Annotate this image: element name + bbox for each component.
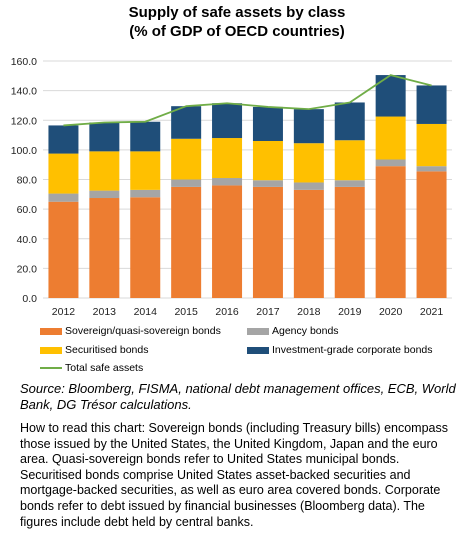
y-tick-label: 140.0 — [11, 86, 37, 98]
bar-segment-securitised — [375, 116, 406, 160]
y-tick-label: 60.0 — [17, 204, 38, 216]
legend-item-total: Total safe assets — [40, 362, 143, 374]
legend-swatch-sovereign — [40, 327, 62, 335]
y-tick-label: 40.0 — [17, 234, 38, 246]
legend-label-agency: Agency bonds — [272, 325, 339, 337]
legend-item-corporate: Investment-grade corporate bonds — [247, 344, 433, 356]
legend-item-sovereign: Sovereign/quasi-sovereign bonds — [40, 325, 221, 337]
bar-segment-sovereign — [252, 186, 283, 298]
bar-segment-corporate — [293, 109, 324, 144]
y-tick-label: 80.0 — [17, 175, 38, 187]
bar-segment-sovereign — [416, 171, 447, 298]
x-tick-label: 2021 — [420, 306, 444, 318]
bar-segment-securitised — [293, 143, 324, 183]
bar-segment-agency — [48, 193, 79, 202]
x-tick-label: 2015 — [174, 306, 198, 318]
y-tick-label: 0.0 — [22, 293, 37, 305]
bar-segment-securitised — [171, 138, 202, 180]
bar-segment-agency — [416, 166, 447, 172]
bar-segment-corporate — [171, 106, 202, 139]
bar-segment-corporate — [416, 85, 447, 124]
x-tick-label: 2018 — [297, 306, 321, 318]
bar-segment-agency — [212, 178, 243, 186]
bar-segment-securitised — [416, 123, 447, 167]
legend-label-sovereign: Sovereign/quasi-sovereign bonds — [65, 325, 221, 337]
x-tick-label: 2012 — [52, 306, 76, 318]
y-tick-label: 100.0 — [11, 145, 37, 157]
legend-swatch-agency — [247, 327, 269, 335]
bar-segment-corporate — [252, 106, 283, 141]
bar-segment-securitised — [89, 151, 120, 191]
y-tick-label: 160.0 — [11, 56, 37, 68]
bar-segment-sovereign — [293, 189, 324, 298]
bar-segment-agency — [171, 179, 202, 187]
bar-segment-corporate — [212, 103, 243, 139]
x-tick-label: 2020 — [379, 306, 403, 318]
bar-segment-agency — [130, 189, 161, 198]
bar-segment-corporate — [48, 125, 79, 154]
chart-title-line2: (% of GDP of OECD countries) — [129, 23, 345, 40]
bar-segment-securitised — [334, 140, 365, 181]
legend-label-securitised: Securitised bonds — [65, 344, 149, 356]
bar-segment-corporate — [334, 102, 365, 141]
x-tick-label: 2019 — [338, 306, 362, 318]
bar-segment-agency — [252, 180, 283, 187]
legend-item-agency: Agency bonds — [247, 325, 339, 337]
bar-segment-sovereign — [171, 186, 202, 298]
bar-segment-sovereign — [89, 198, 120, 298]
source-note: Source: Bloomberg, FISMA, national debt … — [20, 381, 456, 412]
bar-segment-sovereign — [48, 201, 79, 298]
bar-segment-corporate — [89, 122, 120, 152]
bar-segment-sovereign — [212, 185, 243, 298]
y-tick-label: 20.0 — [17, 263, 38, 275]
legend-label-total: Total safe assets — [65, 362, 144, 374]
chart-plot: 0.0 20.0 40.0 60.0 80.0 100.0 120.0 140.0 160.0 2… — [11, 56, 452, 318]
bar-segment-corporate — [130, 121, 161, 152]
legend-swatch-total — [40, 367, 62, 370]
bar-segment-agency — [334, 180, 365, 187]
x-tick-label: 2016 — [215, 306, 239, 318]
bar-segment-securitised — [130, 151, 161, 190]
bar-segment-sovereign — [375, 166, 406, 298]
legend-swatch-securitised — [40, 346, 62, 354]
bar-segment-agency — [293, 182, 324, 190]
x-tick-label: 2013 — [93, 306, 117, 318]
chart-title-line1: Supply of safe assets by class — [128, 4, 346, 21]
legend-label-corporate: Investment-grade corporate bonds — [272, 344, 433, 356]
how-to-read-note: How to read this chart: Sovereign bonds … — [20, 421, 448, 529]
y-tick-label: 120.0 — [11, 115, 37, 127]
bar-segment-securitised — [212, 138, 243, 179]
bar-segment-agency — [375, 159, 406, 167]
bar-segment-securitised — [252, 140, 283, 181]
x-tick-label: 2017 — [256, 306, 280, 318]
bar-segment-securitised — [48, 153, 79, 194]
x-tick-label: 2014 — [134, 306, 158, 318]
bar-segment-agency — [89, 190, 120, 199]
bar-segment-sovereign — [130, 197, 161, 298]
bar-segment-sovereign — [334, 186, 365, 298]
legend-swatch-corporate — [247, 346, 269, 354]
legend-item-securitised: Securitised bonds — [40, 344, 148, 356]
total-safe-assets-line — [63, 74, 432, 127]
